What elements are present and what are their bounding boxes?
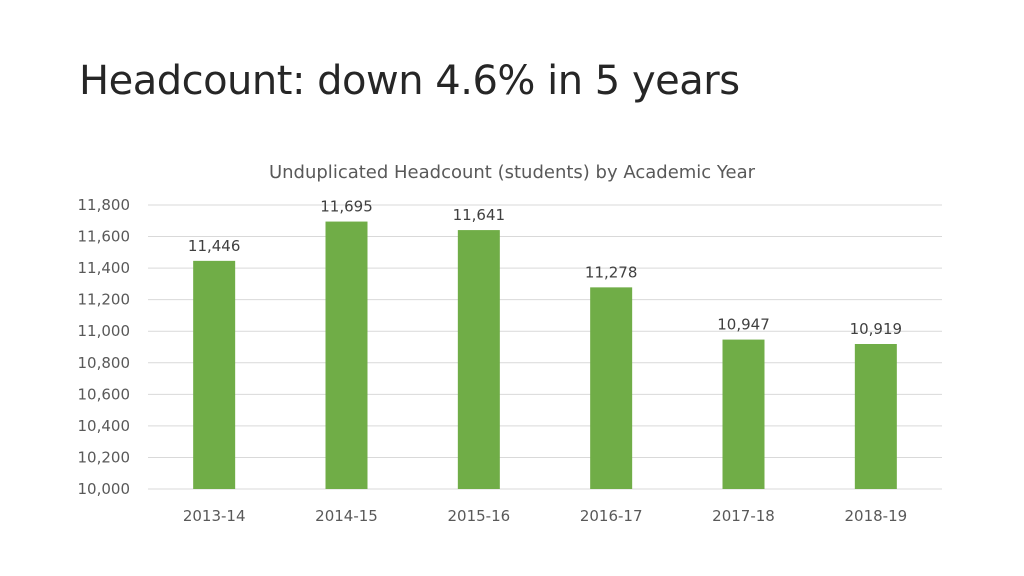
y-tick-label: 10,600 — [78, 385, 131, 403]
data-labels: 11,446 11,695 11,641 11,278 10,947 10,919 — [188, 198, 902, 338]
data-label: 10,947 — [717, 316, 770, 334]
bar — [854, 344, 897, 489]
bar — [590, 287, 633, 489]
data-label: 11,641 — [453, 206, 506, 224]
x-tick-label: 2014-15 — [315, 507, 378, 525]
bar — [325, 221, 368, 490]
y-tick-label: 11,600 — [78, 228, 131, 246]
x-tick-label: 2015-16 — [447, 507, 510, 525]
y-tick-label: 10,400 — [78, 417, 131, 435]
bar — [722, 339, 765, 489]
bars — [193, 221, 897, 490]
gridlines — [148, 204, 942, 490]
y-tick-label: 11,000 — [78, 322, 131, 340]
x-axis: 2013-14 2014-15 2015-16 2016-17 2017-18 2018-… — [183, 507, 907, 525]
y-tick-label: 10,000 — [78, 480, 131, 498]
y-tick-label: 11,800 — [78, 196, 131, 214]
chart-title: Unduplicated Headcount (students) by Aca… — [268, 162, 756, 183]
bar — [193, 260, 236, 489]
y-axis: 10,000 10,200 10,400 10,600 10,800 11,000 11,2… — [78, 196, 131, 498]
x-tick-label: 2013-14 — [183, 507, 246, 525]
data-label: 11,695 — [320, 198, 373, 216]
bar — [457, 230, 500, 489]
data-label: 11,446 — [188, 237, 241, 255]
y-tick-label: 11,200 — [78, 291, 131, 309]
y-tick-label: 10,800 — [78, 354, 131, 372]
x-tick-label: 2017-18 — [712, 507, 775, 525]
slide-title: Headcount: down 4.6% in 5 years — [79, 58, 740, 104]
data-label: 10,919 — [850, 320, 903, 338]
y-tick-label: 10,200 — [78, 448, 131, 466]
x-tick-label: 2018-19 — [844, 507, 907, 525]
x-tick-label: 2016-17 — [580, 507, 643, 525]
data-label: 11,278 — [585, 263, 638, 281]
y-tick-label: 11,400 — [78, 259, 131, 277]
